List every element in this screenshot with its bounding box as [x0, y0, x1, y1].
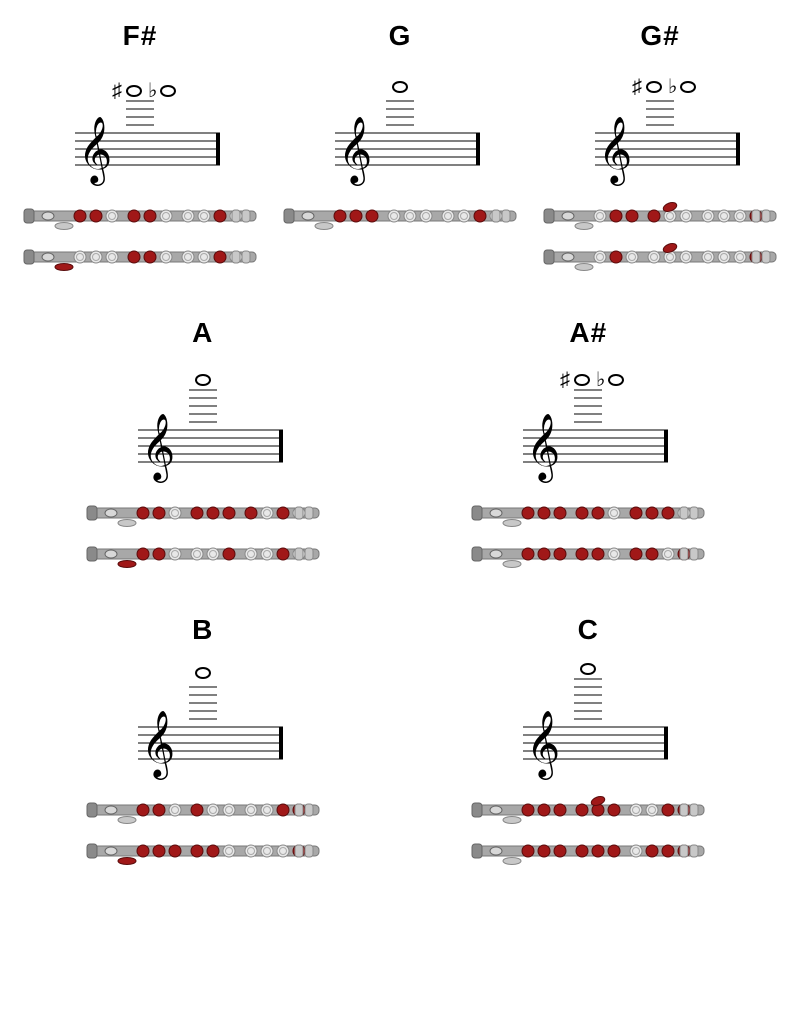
flute-group [280, 201, 520, 236]
svg-text:♯: ♯ [112, 80, 122, 102]
chart-row: F#𝄞♯♭G𝄞G#𝄞♯♭ [20, 20, 771, 277]
flute [83, 836, 323, 871]
svg-text:𝄞: 𝄞 [141, 711, 175, 780]
staff-svg: 𝄞♯ ♭ [40, 58, 240, 188]
flute-group [83, 795, 323, 871]
svg-text:𝄞: 𝄞 [141, 414, 175, 483]
flute-diagram [468, 836, 708, 866]
flute-group [468, 498, 708, 574]
svg-text:𝄞: 𝄞 [78, 117, 112, 186]
staff: 𝄞 [103, 355, 303, 490]
flute-diagram [83, 836, 323, 866]
svg-text:♯: ♯ [560, 369, 570, 391]
fingering-cell: G# 𝄞♯ ♭ [540, 20, 780, 277]
svg-text:♯: ♯ [632, 76, 642, 98]
note-label: G [389, 20, 412, 52]
flute-diagram [83, 498, 323, 528]
staff: 𝄞 [488, 652, 688, 787]
flute [468, 498, 708, 533]
flute-diagram [540, 201, 780, 231]
flute-group [540, 201, 780, 277]
flute-group [20, 201, 260, 277]
flute [20, 201, 260, 236]
flute-diagram [468, 539, 708, 569]
note-label: B [192, 614, 213, 646]
flute [20, 242, 260, 277]
staff-svg: 𝄞♯ ♭ [560, 58, 760, 188]
flute-diagram [468, 795, 708, 825]
svg-text:𝄞: 𝄞 [338, 117, 372, 186]
staff: 𝄞 [300, 58, 500, 193]
chart-row: B𝄞C𝄞 [20, 614, 771, 871]
fingering-cell: F# 𝄞♯ ♭ [20, 20, 260, 277]
fingering-cell: A# 𝄞 ♯ ♭ [406, 317, 772, 574]
flute-diagram [83, 795, 323, 825]
flute [83, 539, 323, 574]
svg-text:♭: ♭ [596, 369, 605, 391]
staff: 𝄞 [103, 652, 303, 787]
fingering-cell: A𝄞 [20, 317, 386, 574]
staff-svg: 𝄞 [103, 355, 303, 485]
svg-text:𝄞: 𝄞 [598, 117, 632, 186]
staff-svg: 𝄞 [488, 652, 688, 782]
flute-diagram [83, 539, 323, 569]
flute [540, 242, 780, 277]
flute [468, 836, 708, 871]
flute [280, 201, 520, 236]
svg-text:𝄞: 𝄞 [526, 711, 560, 780]
note-label: A [192, 317, 213, 349]
flute [540, 201, 780, 236]
fingering-cell: G𝄞 [280, 20, 520, 277]
staff: 𝄞♯ ♭ [40, 58, 240, 193]
staff-svg: 𝄞 [300, 58, 500, 188]
flute-group [83, 498, 323, 574]
svg-text:𝄞: 𝄞 [526, 414, 560, 483]
note-label: A# [569, 317, 607, 349]
fingering-cell: B𝄞 [20, 614, 386, 871]
note-label: C [578, 614, 599, 646]
staff: 𝄞♯ ♭ [560, 58, 760, 193]
chart-row: A𝄞A#𝄞♯♭ [20, 317, 771, 574]
flute-group [468, 795, 708, 871]
flute [83, 795, 323, 830]
flute-diagram [280, 201, 520, 231]
staff-svg: 𝄞 ♯ ♭ [488, 355, 688, 485]
note-label: F# [123, 20, 158, 52]
svg-text:♭: ♭ [148, 80, 157, 102]
flute [468, 539, 708, 574]
svg-text:♭: ♭ [668, 76, 677, 98]
flute [83, 498, 323, 533]
flute-diagram [20, 242, 260, 272]
staff: 𝄞 ♯ ♭ [488, 355, 688, 490]
note-label: G# [640, 20, 679, 52]
staff-svg: 𝄞 [103, 652, 303, 782]
fingering-cell: C𝄞 [406, 614, 772, 871]
flute [468, 795, 708, 830]
flute-diagram [540, 242, 780, 272]
flute-diagram [20, 201, 260, 231]
flute-diagram [468, 498, 708, 528]
